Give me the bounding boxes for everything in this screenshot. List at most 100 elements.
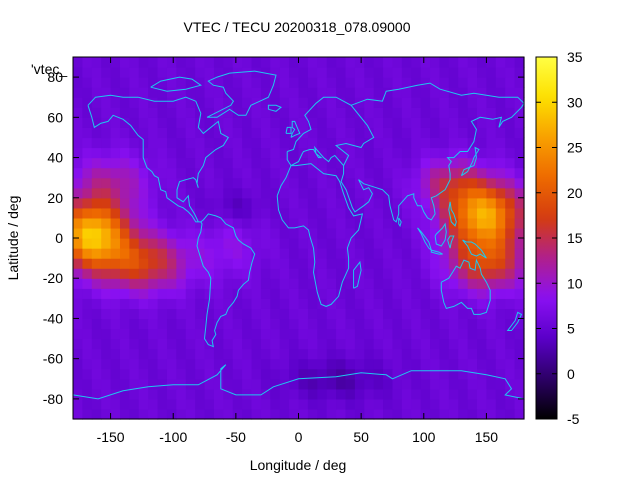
heatmap-cell <box>91 288 102 299</box>
heatmap-cell <box>354 408 365 420</box>
heatmap-cell <box>373 87 384 98</box>
heatmap-cell <box>279 77 290 88</box>
heatmap-cell <box>317 97 328 108</box>
heatmap-cell <box>213 197 224 209</box>
heatmap-cell <box>242 157 253 169</box>
heatmap-cell <box>392 97 403 108</box>
heatmap-cell <box>157 248 168 259</box>
heatmap-cell <box>110 147 121 159</box>
heatmap-cell <box>345 288 356 299</box>
heatmap-cell <box>138 358 149 370</box>
heatmap-cell <box>251 248 262 259</box>
heatmap-cell <box>411 127 422 139</box>
heatmap-cell <box>166 167 177 179</box>
heatmap-cell <box>270 268 281 279</box>
heatmap-cell <box>129 217 140 229</box>
coastline <box>462 239 487 259</box>
heatmap-cell <box>298 278 309 289</box>
heatmap-cell <box>242 248 253 259</box>
heatmap-cell <box>439 308 450 320</box>
heatmap-cell <box>345 248 356 259</box>
heatmap-cell <box>260 348 271 360</box>
heatmap-cell <box>505 338 516 350</box>
heatmap-cell <box>176 298 187 309</box>
heatmap-cell <box>364 338 375 350</box>
heatmap-cell <box>439 378 450 390</box>
heatmap-cell <box>232 57 243 68</box>
heatmap-cell <box>307 77 318 88</box>
heatmap-cell <box>289 137 300 149</box>
heatmap-cell <box>336 107 347 118</box>
heatmap-cell <box>458 77 469 88</box>
heatmap-cell <box>505 258 516 269</box>
heatmap-cell <box>242 227 253 239</box>
colorbar-tick-label: 35 <box>567 49 583 65</box>
heatmap-cell <box>430 187 441 199</box>
heatmap-cell <box>110 408 121 420</box>
heatmap-cell <box>411 308 422 320</box>
heatmap-cell <box>364 318 375 330</box>
heatmap-cell <box>251 187 262 199</box>
heatmap-cell <box>430 278 441 289</box>
heatmap-cell <box>495 288 506 299</box>
heatmap-cell <box>82 77 93 88</box>
heatmap-cell <box>119 167 130 179</box>
heatmap-cell <box>505 278 516 289</box>
heatmap-cell <box>232 97 243 108</box>
heatmap-cell <box>486 328 497 340</box>
heatmap-cell <box>129 187 140 199</box>
heatmap-cell <box>458 358 469 370</box>
heatmap-cell <box>110 368 121 380</box>
heatmap-cell <box>495 217 506 229</box>
heatmap-cell <box>251 117 262 128</box>
heatmap-cell <box>279 137 290 149</box>
heatmap-cell <box>279 368 290 380</box>
heatmap-cell <box>458 97 469 108</box>
heatmap-cell <box>336 77 347 88</box>
heatmap-cell <box>298 137 309 149</box>
heatmap-cell <box>336 127 347 139</box>
heatmap-cell <box>185 238 196 249</box>
heatmap-cell <box>495 368 506 380</box>
heatmap-cell <box>129 278 140 289</box>
heatmap-cell <box>110 207 121 219</box>
heatmap-cell <box>448 408 459 420</box>
heatmap-cell <box>307 358 318 370</box>
heatmap-cell <box>401 157 412 169</box>
heatmap-cell <box>411 278 422 289</box>
heatmap-cell <box>486 248 497 259</box>
heatmap-cell <box>477 348 488 360</box>
heatmap-cell <box>467 87 478 98</box>
heatmap-cell <box>91 207 102 219</box>
heatmap-cell <box>401 57 412 68</box>
heatmap-cell <box>420 288 431 299</box>
heatmap-cell <box>392 338 403 350</box>
heatmap-cell <box>129 298 140 309</box>
heatmap-cell <box>185 248 196 259</box>
heatmap-cell <box>279 227 290 239</box>
heatmap-cell <box>411 338 422 350</box>
x-tick-label: 100 <box>412 429 436 445</box>
heatmap-cell <box>439 117 450 128</box>
heatmap-cell <box>392 157 403 169</box>
heatmap-cell <box>185 388 196 400</box>
heatmap-cell <box>82 268 93 279</box>
heatmap-cell <box>514 107 525 118</box>
heatmap-cell <box>91 117 102 128</box>
heatmap-cell <box>345 298 356 309</box>
heatmap-cell <box>373 308 384 320</box>
heatmap-cell <box>73 398 83 410</box>
heatmap-cell <box>345 258 356 269</box>
heatmap-cell <box>326 368 337 380</box>
heatmap-cell <box>119 217 130 229</box>
heatmap-cell <box>364 147 375 159</box>
heatmap-cell <box>289 87 300 98</box>
heatmap-cell <box>439 187 450 199</box>
heatmap-cell <box>138 258 149 269</box>
heatmap-cell <box>138 298 149 309</box>
heatmap-cell <box>345 328 356 340</box>
heatmap-cell <box>345 238 356 249</box>
coastline <box>340 82 525 223</box>
heatmap-cell <box>157 77 168 88</box>
heatmap-cell <box>82 177 93 189</box>
